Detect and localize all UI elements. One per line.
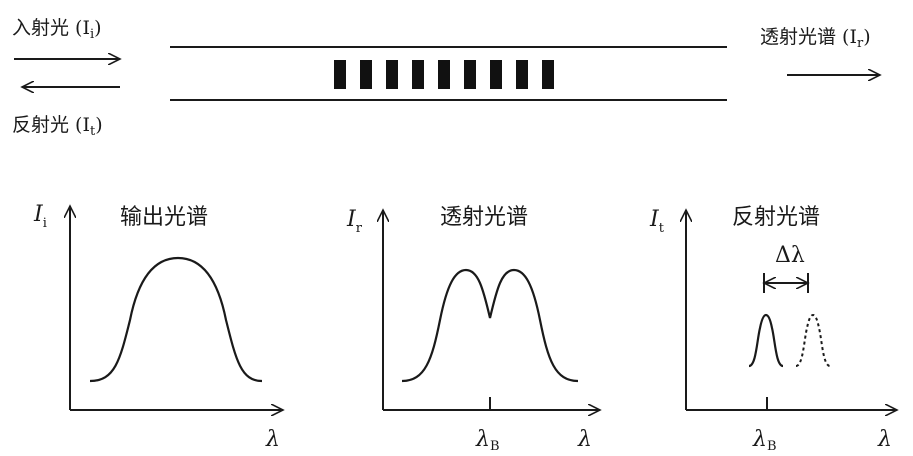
y-axis-label: It	[649, 207, 665, 236]
x-axis-label: λ	[265, 427, 280, 452]
grating-bar	[464, 60, 476, 89]
reflected-light-label: 反射光 (It)	[12, 114, 103, 139]
grating-bar	[412, 60, 424, 89]
grating-bar	[360, 60, 372, 89]
bragg-wavelength-label: λB	[752, 427, 777, 454]
reflected-spectrum-plot: It 反射光谱 λ Δλ λB	[649, 205, 897, 454]
incident-light-label: 入射光 (Ii)	[12, 17, 102, 42]
grating-bar	[516, 60, 528, 89]
grating-bar	[438, 60, 450, 89]
grating-bar	[542, 60, 554, 89]
transmitted-spectrum-label: 透射光谱 (Ir)	[760, 26, 871, 51]
plot-title: 反射光谱	[732, 205, 820, 230]
transmitted-spectrum-plot: Ir 透射光谱 λ λB	[346, 205, 600, 454]
x-axis-label: λ	[877, 427, 892, 452]
plot-title: 输出光谱	[120, 205, 208, 230]
y-axis-label: Ir	[346, 207, 363, 236]
bragg-grating	[334, 60, 554, 89]
wavelength-shift-label: Δλ	[775, 243, 805, 268]
grating-bar	[386, 60, 398, 89]
output-spectrum-plot: Ii 输出光谱 λ	[33, 202, 283, 452]
grating-bar	[334, 60, 346, 89]
y-axis-label: Ii	[33, 202, 47, 231]
spectrum-curve	[89, 256, 263, 383]
grating-bar	[490, 60, 502, 89]
bragg-wavelength-label: λB	[475, 427, 500, 454]
spectrum-curve	[401, 268, 579, 383]
plot-title: 透射光谱	[440, 205, 528, 230]
x-axis-label: λ	[577, 427, 592, 452]
reflection-peak	[748, 313, 784, 368]
shifted-reflection-peak	[795, 313, 831, 367]
